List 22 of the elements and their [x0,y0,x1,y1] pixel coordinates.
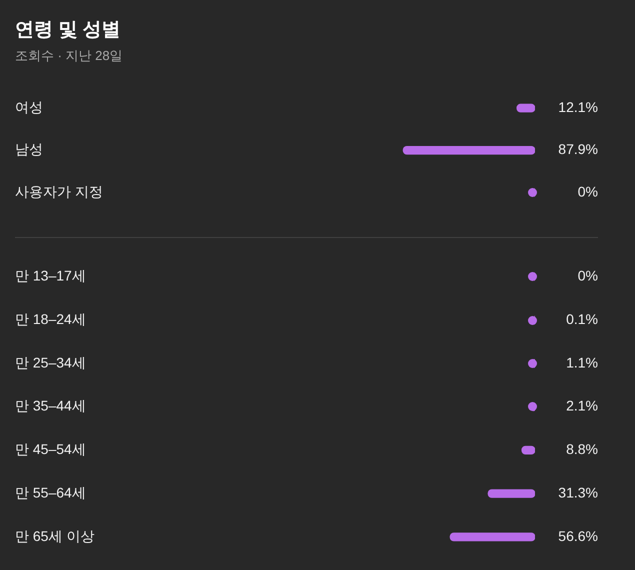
data-label: 2.1% [566,398,598,414]
text: 조회수 · 지난 28일 [15,48,123,64]
data-label: 0% [578,268,598,284]
data-label: 8.8% [566,441,598,458]
y-tick-label: 여성 [15,98,43,115]
y-tick-label: 사용자가 지정 [15,183,103,200]
data-label: 12.1% [558,98,598,115]
y-tick-label: 만 55–64세 [15,484,86,500]
y-tick-label: 만 65세 이상 [15,528,94,544]
y-tick-label: 만 25–34세 [15,354,86,370]
y-tick-label: 만 18–24세 [15,310,86,327]
data-label: 0% [578,183,598,200]
y-tick-label: 만 45–54세 [15,441,86,458]
y-tick-label: 만 35–44세 [15,398,86,414]
data-label: 0.1% [566,310,598,327]
data-label: 31.3% [558,484,598,500]
data-label: 87.9% [558,141,598,158]
data-label: 56.6% [558,528,598,544]
y-tick-label: 만 13–17세 [15,268,86,284]
text: 연령 및 성별 [15,20,121,41]
data-label: 1.1% [566,354,598,370]
y-tick-label: 남성 [15,141,43,158]
